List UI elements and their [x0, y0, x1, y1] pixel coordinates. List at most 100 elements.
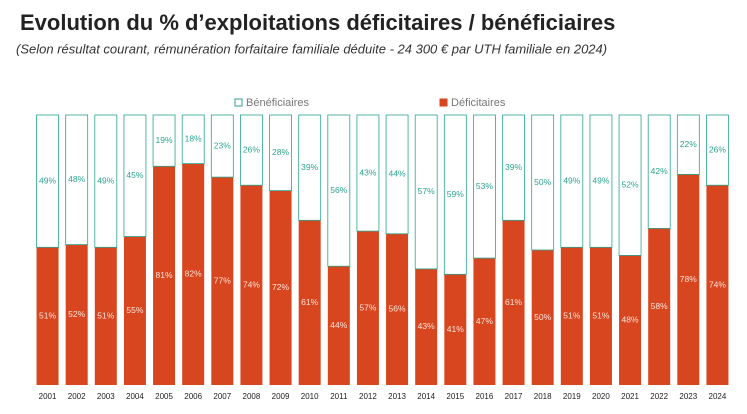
- bar-segment: [618, 114, 642, 256]
- bar-segment: [356, 231, 379, 385]
- x-tick-label: 2022: [650, 392, 668, 401]
- value-label: 50%: [534, 177, 551, 187]
- value-label: 47%: [476, 316, 493, 326]
- chart-title: Evolution du % d’exploitations déficitai…: [20, 10, 615, 35]
- value-label: 26%: [243, 144, 260, 154]
- value-label: 58%: [651, 301, 668, 311]
- x-tick-label: 2017: [505, 392, 523, 401]
- value-label: 74%: [709, 279, 726, 289]
- bar-segment: [386, 233, 409, 385]
- value-label: 19%: [156, 135, 173, 145]
- bar-segment: [356, 114, 380, 232]
- bar-segment: [327, 114, 351, 267]
- value-label: 78%: [680, 274, 697, 284]
- value-label: 57%: [418, 186, 435, 196]
- x-tick-label: 2006: [184, 392, 202, 401]
- bar-segment: [152, 114, 176, 167]
- value-label: 45%: [126, 170, 143, 180]
- x-tick-label: 2019: [563, 392, 581, 401]
- value-label: 59%: [447, 189, 464, 199]
- bar-segment: [676, 114, 700, 175]
- bar-segment: [65, 244, 88, 385]
- value-label: 48%: [68, 174, 85, 184]
- bar-segment: [123, 114, 147, 237]
- value-label: 50%: [534, 312, 551, 322]
- bar-segment: [589, 114, 613, 248]
- value-label: 49%: [97, 175, 114, 185]
- value-label: 81%: [156, 270, 173, 280]
- x-tick-label: 2012: [359, 392, 377, 401]
- bar-segment: [444, 274, 467, 385]
- legend-label: Déficitaires: [451, 97, 506, 109]
- x-tick-label: 2024: [709, 392, 727, 401]
- value-label: 48%: [622, 314, 639, 324]
- bar-segment: [153, 166, 176, 385]
- x-tick-label: 2014: [417, 392, 435, 401]
- bar-segment: [706, 185, 729, 385]
- bar-segment: [327, 266, 350, 385]
- bar-segment: [210, 114, 234, 178]
- bar-segment: [473, 258, 496, 385]
- legend-label: Bénéficiaires: [246, 97, 309, 109]
- value-label: 77%: [214, 275, 231, 285]
- bar-segment: [677, 174, 700, 385]
- bar-segment: [240, 185, 263, 385]
- x-tick-label: 2018: [534, 392, 552, 401]
- value-label: 39%: [301, 162, 318, 172]
- bar-segment: [443, 114, 467, 275]
- x-tick-label: 2016: [476, 392, 494, 401]
- value-label: 55%: [126, 305, 143, 315]
- x-tick-label: 2005: [155, 392, 173, 401]
- bar-segment: [94, 247, 117, 385]
- x-tick-label: 2010: [301, 392, 319, 401]
- bar-segment: [240, 114, 263, 186]
- value-label: 57%: [359, 302, 376, 312]
- value-label: 23%: [214, 140, 231, 150]
- bar-segment: [414, 114, 438, 270]
- value-label: 28%: [272, 147, 289, 157]
- bar-segment: [531, 250, 554, 385]
- bar-segment: [182, 163, 205, 385]
- value-label: 49%: [563, 175, 580, 185]
- value-label: 52%: [622, 179, 639, 189]
- value-label: 39%: [505, 162, 522, 172]
- x-tick-label: 2001: [39, 392, 57, 401]
- bar-segment: [502, 114, 525, 221]
- value-label: 56%: [330, 185, 347, 195]
- value-label: 61%: [505, 297, 522, 307]
- bar-segment: [560, 247, 583, 385]
- bar-segment: [269, 114, 292, 191]
- x-tick-label: 2020: [592, 392, 610, 401]
- bar-segment: [36, 247, 59, 385]
- value-label: 43%: [418, 321, 435, 331]
- bar-segment: [269, 190, 292, 385]
- bar-segment: [298, 114, 322, 221]
- bar-segment: [589, 247, 612, 385]
- value-label: 53%: [476, 181, 493, 191]
- x-tick-label: 2008: [243, 392, 261, 401]
- value-label: 49%: [39, 175, 56, 185]
- bar-segment: [706, 114, 729, 186]
- value-label: 44%: [330, 320, 347, 330]
- bar-segment: [560, 114, 584, 248]
- bar-segment: [123, 236, 146, 385]
- x-tick-label: 2013: [388, 392, 406, 401]
- chart-subtitle: (Selon résultat courant, rémunération fo…: [16, 41, 607, 56]
- x-tick-label: 2003: [97, 392, 115, 401]
- bar-segment: [298, 220, 321, 385]
- value-label: 51%: [592, 310, 609, 320]
- x-tick-label: 2015: [446, 392, 464, 401]
- value-label: 56%: [389, 304, 406, 314]
- x-tick-label: 2023: [679, 392, 697, 401]
- legend-swatch: [234, 98, 243, 107]
- bar-segment: [211, 177, 234, 385]
- value-label: 41%: [447, 324, 464, 334]
- x-tick-label: 2011: [330, 392, 348, 401]
- x-tick-label: 2004: [126, 392, 144, 401]
- bar-segment: [65, 114, 89, 246]
- value-label: 44%: [389, 169, 406, 179]
- bar-segment: [36, 114, 59, 248]
- x-tick-label: 2021: [621, 392, 639, 401]
- bar-segment: [531, 114, 555, 251]
